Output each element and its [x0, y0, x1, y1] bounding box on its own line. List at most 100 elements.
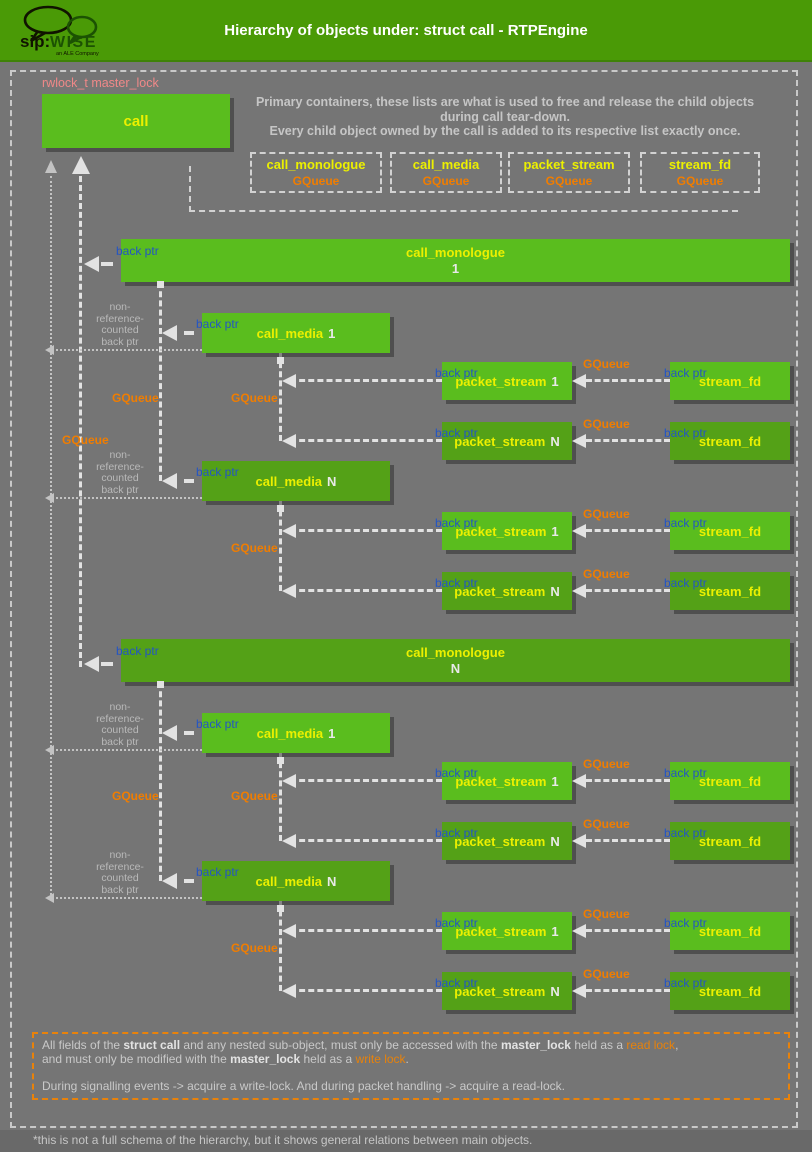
nonref-backptr-arrow-line	[51, 497, 202, 499]
back-ptr-dash	[184, 331, 194, 335]
packet-stream-n-box: packet_stream N	[442, 972, 572, 1010]
container-name: stream_fd	[668, 157, 732, 172]
container-call-media: call_media GQueue	[390, 152, 502, 193]
stream-fd-box: stream_fd	[670, 572, 790, 610]
container-name: call_media	[412, 157, 480, 172]
back-ptr-label: back ptr	[664, 426, 707, 440]
back-ptr-label: back ptr	[116, 644, 159, 658]
arrow-up-icon	[72, 156, 90, 174]
container-call-monologue: call_monologue GQueue	[250, 152, 382, 193]
line-node	[277, 357, 284, 364]
arrow-left-icon	[45, 893, 54, 903]
back-ptr-line	[290, 529, 442, 532]
back-ptr-label: back ptr	[664, 516, 707, 530]
arrow-left-icon	[572, 834, 586, 848]
bottom-strip: *this is not a full schema of the hierar…	[0, 1130, 812, 1152]
packet-stream-n-box: packet_stream N	[442, 422, 572, 460]
container-packet-stream: packet_stream GQueue	[508, 152, 630, 193]
arrow-left-icon	[282, 924, 296, 938]
gqueue-line	[586, 839, 670, 842]
packet-stream-1-box: packet_stream 1	[442, 362, 572, 400]
elbow-line-horizontal	[189, 210, 738, 212]
locking-note-line-3: During signalling events -> acquire a wr…	[42, 1079, 565, 1093]
container-type: GQueue	[422, 174, 470, 188]
gqueue-line	[586, 379, 670, 382]
locking-note-line-1: All fields of the struct call and any ne…	[42, 1038, 679, 1052]
back-ptr-label: back ptr	[664, 766, 707, 780]
back-ptr-dash	[184, 479, 194, 483]
stream-fd-box: stream_fd	[670, 422, 790, 460]
arrow-left-icon	[282, 984, 296, 998]
logo-tagline: an ALE Company	[56, 51, 99, 57]
container-type: GQueue	[545, 174, 593, 188]
call-monologue-1-box: call_monologue 1	[121, 239, 790, 282]
back-ptr-line	[290, 779, 442, 782]
back-ptr-label: back ptr	[196, 865, 239, 879]
back-ptr-label: back ptr	[196, 317, 239, 331]
gqueue-line	[586, 589, 670, 592]
gqueue-label: GQueue	[231, 391, 278, 405]
logo-wise-text: WISE	[50, 34, 97, 51]
arrow-left-icon	[282, 524, 296, 538]
arrow-left-icon	[84, 256, 99, 272]
gqueue-label: GQueue	[583, 417, 630, 431]
line-node	[277, 757, 284, 764]
back-ptr-dash	[184, 731, 194, 735]
gqueue-line	[586, 439, 670, 442]
schema-disclaimer-note: *this is not a full schema of the hierar…	[33, 1133, 533, 1147]
arrow-left-icon	[282, 584, 296, 598]
nonref-backptr-text: non- reference- counted back ptr	[96, 449, 144, 496]
box-index: 1	[451, 260, 460, 276]
back-ptr-dash	[101, 662, 113, 666]
back-ptr-dash	[184, 879, 194, 883]
arrow-left-icon	[282, 374, 296, 388]
gqueue-label: GQueue	[112, 789, 159, 803]
back-ptr-label: back ptr	[435, 916, 478, 930]
back-ptr-label: back ptr	[435, 826, 478, 840]
packet-stream-1-box: packet_stream 1	[442, 762, 572, 800]
back-ptr-label: back ptr	[196, 465, 239, 479]
arrow-left-icon	[572, 774, 586, 788]
call-box: call	[42, 94, 230, 148]
container-name: packet_stream	[523, 157, 615, 172]
master-lock-label: rwlock_t master_lock	[42, 76, 159, 90]
back-ptr-line	[290, 929, 442, 932]
monologue-gqueue-line	[159, 682, 162, 881]
back-ptr-label: back ptr	[116, 244, 159, 258]
back-ptr-label: back ptr	[435, 366, 478, 380]
nonref-backptr-arrow-line	[51, 897, 202, 899]
gqueue-label: GQueue	[231, 941, 278, 955]
diagram-frame	[10, 70, 798, 1128]
back-ptr-label: back ptr	[435, 976, 478, 990]
back-ptr-line	[290, 989, 442, 992]
line-node	[157, 681, 164, 688]
stream-fd-box: stream_fd	[670, 762, 790, 800]
nonref-backptr-text: non- reference- counted back ptr	[96, 849, 144, 896]
box-title: call_monologue	[406, 244, 505, 260]
back-ptr-label: back ptr	[435, 766, 478, 780]
nonref-backptr-arrow-line	[51, 349, 202, 351]
arrow-left-icon	[572, 524, 586, 538]
arrow-left-icon	[572, 374, 586, 388]
gqueue-label: GQueue	[583, 907, 630, 921]
back-ptr-line	[290, 839, 442, 842]
packet-stream-1-box: packet_stream 1	[442, 512, 572, 550]
back-ptr-label: back ptr	[435, 576, 478, 590]
locking-note-line-2: and must only be modified with the maste…	[42, 1051, 409, 1066]
header-bar: sip: WISE an ALE Company Hierarchy of ob…	[0, 0, 812, 62]
call-monologue-n-box: call_monologue N	[121, 639, 790, 682]
back-ptr-line	[290, 439, 442, 442]
arrow-up-icon	[45, 160, 57, 173]
box-title: call_media	[256, 325, 324, 341]
intro-line-2: during call tear-down.	[440, 109, 570, 124]
stream-fd-box: stream_fd	[670, 362, 790, 400]
gqueue-label: GQueue	[231, 789, 278, 803]
line-node	[277, 505, 284, 512]
arrow-left-icon	[84, 656, 99, 672]
gqueue-line	[586, 779, 670, 782]
arrow-left-icon	[162, 473, 177, 489]
back-ptr-line	[290, 589, 442, 592]
line-node	[277, 905, 284, 912]
packet-stream-1-box: packet_stream 1	[442, 912, 572, 950]
